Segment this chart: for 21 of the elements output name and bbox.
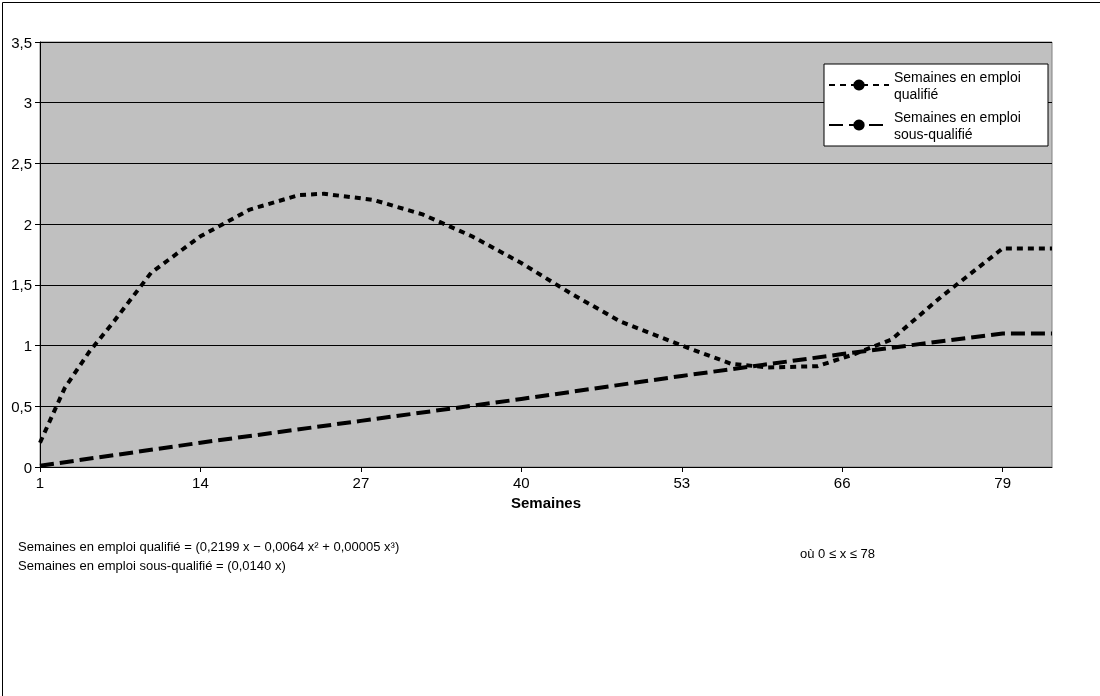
legend-label: Semaines en emploi sous-qualifié — [894, 108, 1025, 142]
x-tick-label: 79 — [994, 474, 1011, 491]
y-tick-label: 1,5 — [11, 276, 32, 294]
text: Semaines en emploi sous-qualifié = (0,0140 x) — [18, 558, 286, 573]
x-tick-label: 1 — [35, 474, 45, 491]
y-tick-label: 2,5 — [11, 154, 32, 172]
x-tick-label: 53 — [673, 474, 691, 491]
x-tick-label: 66 — [833, 474, 851, 491]
x-tick-label: 27 — [352, 474, 370, 491]
x-tick-label: 14 — [192, 474, 209, 491]
y-tick-label: 3 — [23, 94, 32, 112]
text: où 0 ≤ x ≤ 78 — [800, 546, 875, 561]
x-tick-label: 40 — [512, 474, 530, 491]
text: Semaines en emploi qualifié = (0,2199 x − 0,0064 x² + 0,00005 x³) — [18, 539, 400, 554]
legend-label: Semaines en emploi qualifié — [894, 68, 1025, 102]
y-tick-label: 2 — [23, 215, 32, 233]
y-tick-label: 0 — [23, 458, 32, 476]
x-axis-title: Semaines — [510, 493, 582, 511]
y-tick-label: 3,5 — [11, 33, 32, 51]
y-tick-label: 1 — [23, 337, 32, 355]
y-tick-label: 0,5 — [11, 397, 32, 415]
